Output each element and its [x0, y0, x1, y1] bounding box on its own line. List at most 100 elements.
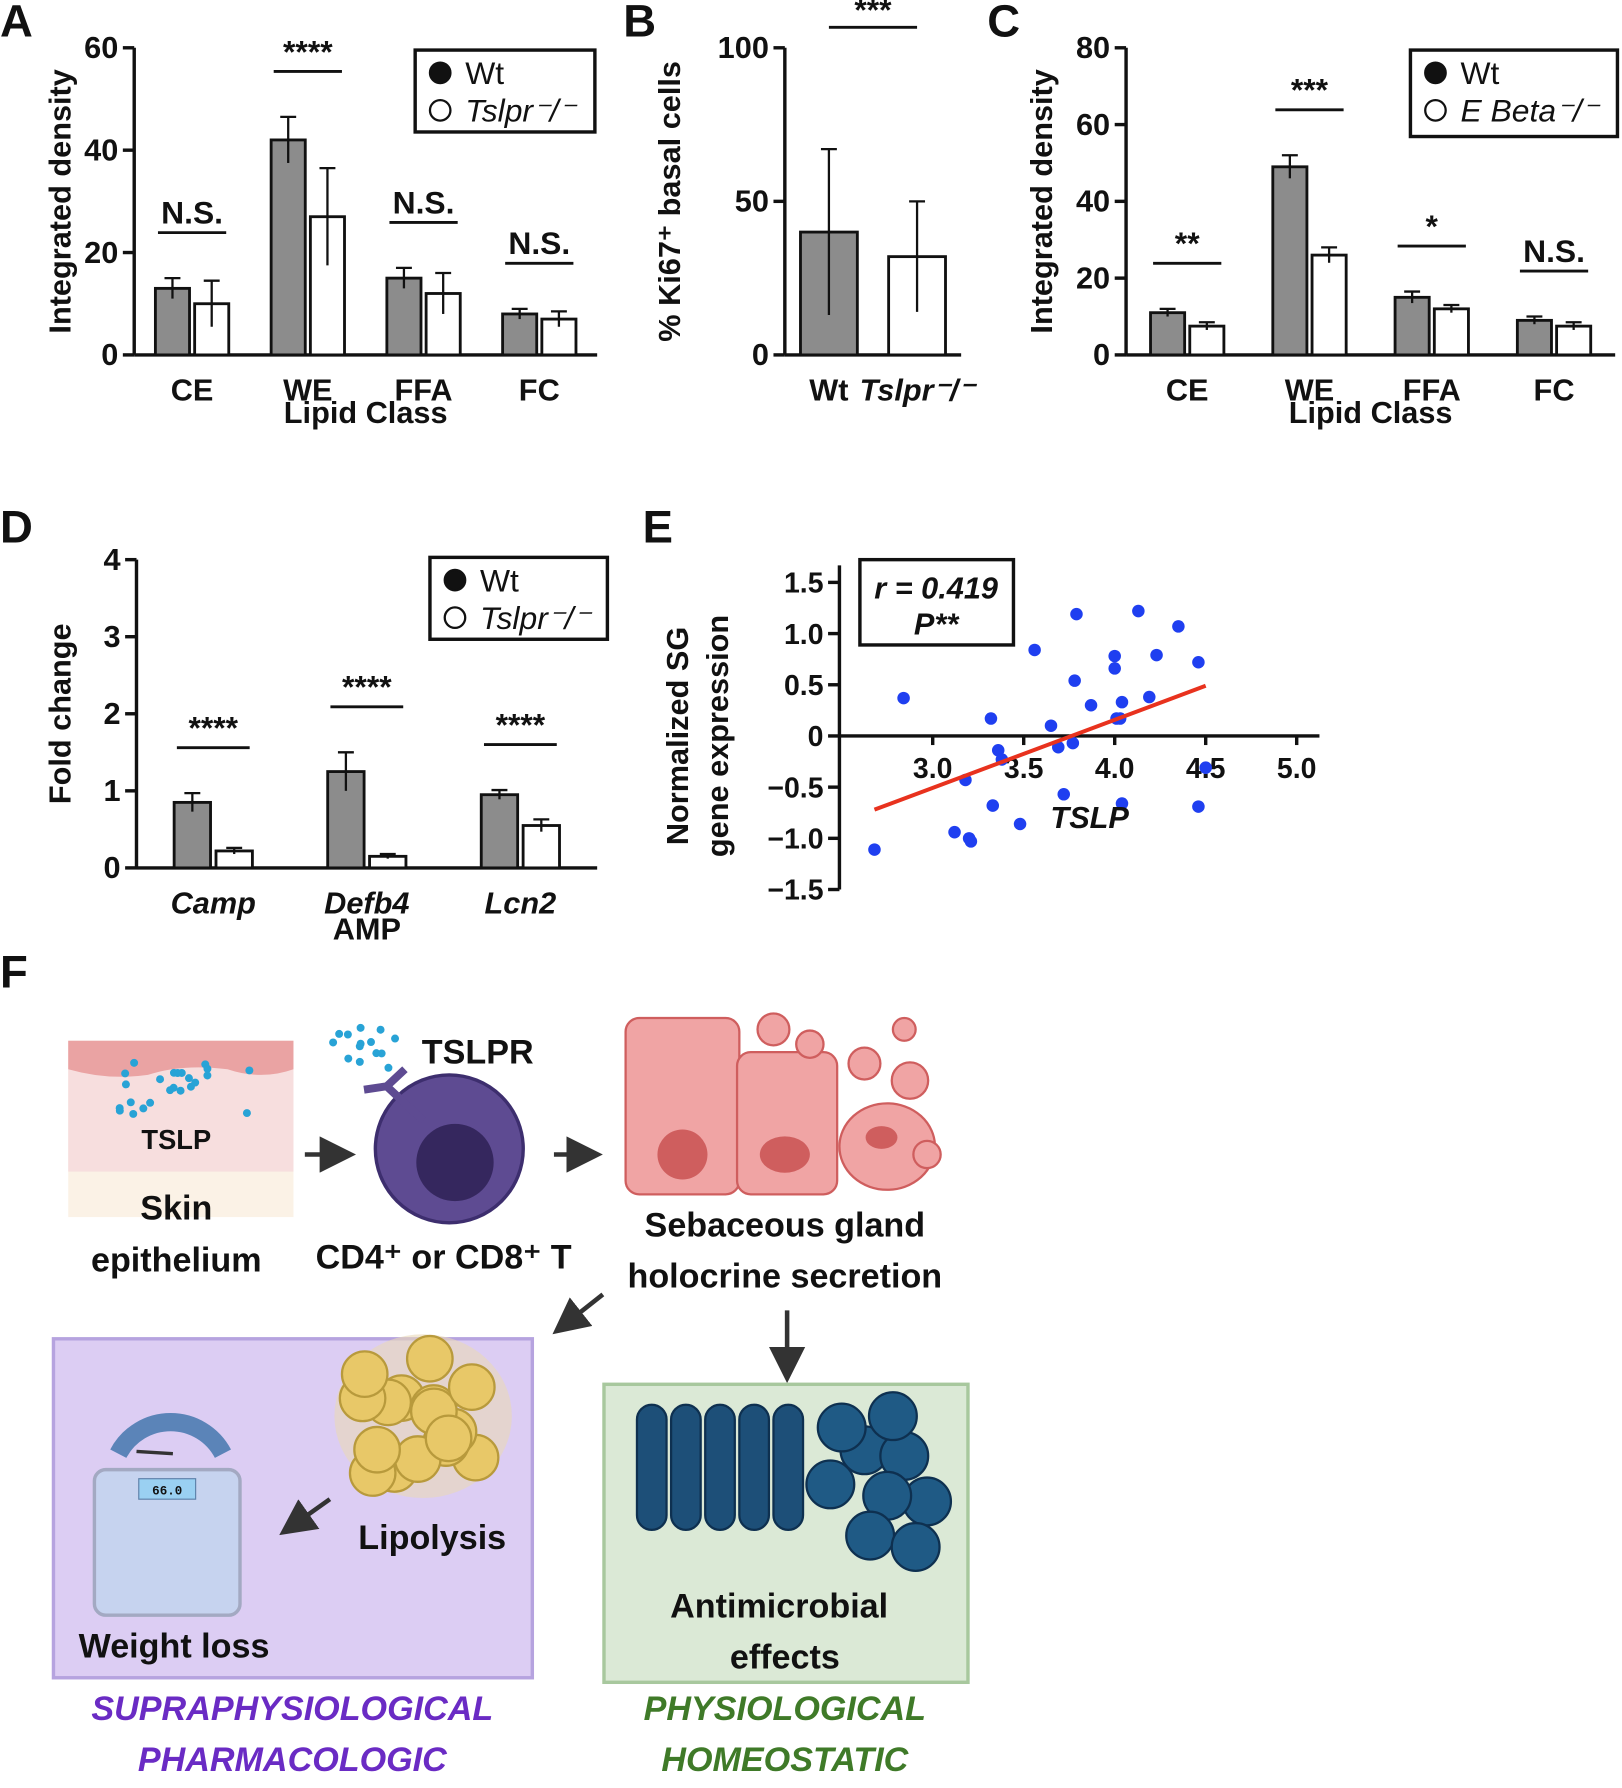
tslp-dot: [335, 1029, 344, 1038]
bar: [269, 138, 307, 357]
receptor: [363, 1066, 426, 1124]
fragment: [847, 1046, 882, 1081]
tslp-dot: [344, 1054, 353, 1063]
legend-marker: [428, 98, 452, 122]
nucleus: [657, 1129, 708, 1180]
tslp-dot: [329, 1038, 338, 1047]
y-tick-label: 0: [752, 337, 769, 372]
x-axis-label: TSLP: [1050, 800, 1129, 835]
point: [1108, 649, 1121, 663]
nucleus: [759, 1136, 810, 1173]
tslp-dot: [129, 1109, 138, 1118]
point: [1192, 800, 1205, 813]
fragment: [912, 1139, 942, 1170]
fragment: [756, 1012, 791, 1047]
tslp-dot: [245, 1066, 254, 1075]
panel-label: C: [987, 0, 1020, 46]
y-tick-label: −0.5: [767, 772, 823, 804]
significance-label: ***: [854, 0, 892, 27]
point: [1057, 788, 1070, 801]
point: [1132, 604, 1145, 618]
fat-cell: [424, 1414, 473, 1463]
x-tick-label: 5.0: [1277, 753, 1317, 785]
x-axis-label: Lipid Class: [284, 395, 448, 430]
skin-label: TSLP: [141, 1124, 211, 1155]
arrow: [552, 1292, 605, 1335]
tslp-dot: [356, 1023, 365, 1032]
skin-caption: epithelium: [91, 1242, 262, 1280]
significance-label: *: [1426, 208, 1439, 244]
tslp-dot: [384, 1063, 393, 1072]
x-tick-label: FC: [1534, 372, 1575, 407]
x-axis-label: Lipid Class: [1289, 395, 1453, 430]
point: [1143, 690, 1156, 704]
arrow: [279, 1497, 332, 1536]
significance-label: N.S.: [393, 184, 455, 220]
sebocyte: [735, 1051, 839, 1196]
context-label: SUPRAPHYSIOLOGICAL: [91, 1690, 493, 1728]
y-tick-label: 20: [84, 235, 118, 270]
rod: [669, 1403, 702, 1532]
fat-cells: [334, 1334, 512, 1499]
tslp-dot: [146, 1098, 155, 1107]
lipolysis-label: Lipolysis: [358, 1519, 506, 1557]
significance-label: ****: [342, 669, 392, 705]
bar: [1188, 324, 1226, 357]
x-tick-label: WE: [283, 372, 332, 407]
y-axis-label: gene expression: [700, 615, 735, 857]
gland-caption: holocrine secretion: [628, 1258, 943, 1296]
point: [986, 799, 1000, 812]
gland-caption: Sebaceous gland: [645, 1206, 926, 1244]
bar: [1149, 311, 1187, 357]
legend-label: E Beta⁻/⁻: [1460, 93, 1600, 129]
point: [1044, 719, 1058, 732]
legend-box: [1408, 48, 1620, 139]
rod: [704, 1403, 736, 1532]
point: [964, 835, 978, 848]
y-tick-label: 0: [808, 721, 824, 753]
point: [1028, 643, 1041, 657]
x-tick-label: 3.0: [913, 753, 953, 785]
point: [1108, 662, 1121, 675]
x-tick-label: Camp: [171, 885, 256, 920]
tslp-dot: [184, 1074, 193, 1083]
coccus: [805, 1459, 856, 1510]
scale-reading: 66.0: [152, 1485, 182, 1499]
tslp-dots: [329, 1023, 400, 1072]
x-tick-label: CE: [1166, 372, 1209, 407]
tslp-dot: [242, 1109, 251, 1118]
y-tick-label: 80: [1076, 30, 1110, 65]
tslp-dot: [367, 1038, 375, 1046]
significance-label: N.S.: [508, 225, 570, 261]
tslp-dot: [203, 1064, 212, 1073]
bar: [501, 312, 539, 357]
tslp-dot: [343, 1030, 352, 1039]
y-axis-label: Fold change: [43, 623, 78, 804]
legend-marker: [1424, 61, 1447, 85]
tslp-dot: [115, 1106, 124, 1115]
tslp-dot: [166, 1086, 175, 1095]
x-tick-label: WE: [1285, 372, 1334, 407]
legend-marker: [1424, 98, 1447, 122]
weight-loss-label: Weight loss: [79, 1627, 270, 1665]
x-tick-label: Wt: [809, 372, 848, 407]
tslp-dot: [156, 1075, 165, 1084]
y-tick-label: 0: [101, 337, 118, 372]
tslp-dot: [130, 1058, 139, 1067]
x-tick-label: Lcn2: [485, 885, 557, 920]
bar: [385, 276, 423, 357]
bar: [1432, 307, 1470, 357]
fat-cell: [447, 1363, 496, 1412]
y-tick-label: −1.5: [767, 875, 823, 907]
point: [1066, 736, 1080, 750]
significance-label: ***: [1291, 72, 1329, 108]
tslp-dot: [121, 1069, 130, 1078]
nucleus: [416, 1123, 494, 1202]
rod: [635, 1403, 668, 1532]
gauge: [110, 1413, 231, 1459]
point: [1199, 761, 1212, 774]
skin-caption: Skin: [140, 1189, 212, 1227]
y-tick-label: 60: [1076, 107, 1110, 142]
rod: [738, 1403, 771, 1532]
